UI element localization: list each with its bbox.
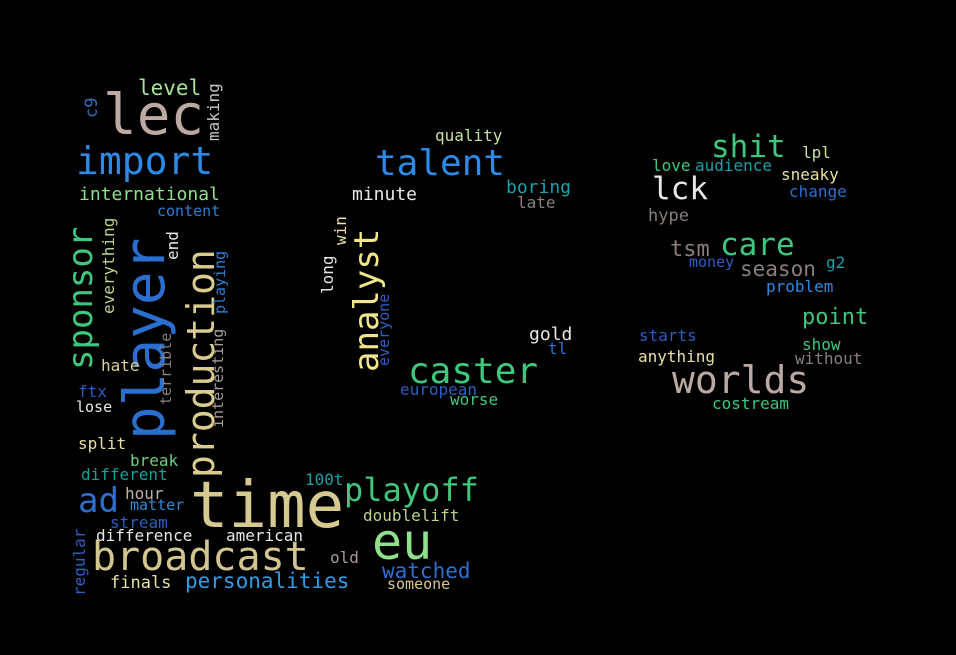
word: change (789, 182, 847, 201)
word: lck (652, 171, 708, 207)
word: terrible (157, 332, 175, 405)
word: everything (99, 217, 118, 314)
word: season (740, 257, 816, 281)
word: difference (96, 526, 193, 545)
word: different (81, 465, 168, 484)
word: anything (638, 347, 716, 366)
word: ad (78, 481, 119, 521)
word: interesting (209, 328, 227, 428)
word: gold (529, 324, 573, 345)
word: lose (76, 398, 113, 416)
word: american (226, 526, 304, 545)
word: making (204, 83, 223, 141)
word: old (330, 548, 359, 567)
word: worse (450, 390, 499, 409)
word: someone (387, 575, 451, 593)
word: end (163, 231, 182, 260)
word: love (652, 156, 691, 175)
word: hate (101, 356, 140, 375)
word: broadcast (92, 534, 309, 580)
word: everyone (375, 293, 393, 366)
word: import (76, 139, 214, 183)
word: talent (375, 143, 506, 184)
word: playoff (344, 471, 479, 509)
word: audience (695, 156, 773, 175)
word: finals (110, 573, 172, 593)
word: personalities (185, 569, 350, 593)
word: regular (70, 528, 89, 596)
word: split (78, 434, 127, 453)
word: caster (408, 351, 539, 392)
word: content (157, 202, 221, 220)
word: watched (382, 559, 471, 583)
word: playing (211, 250, 229, 314)
word: stream (110, 513, 168, 532)
word: worlds (672, 358, 810, 402)
word: hype (648, 206, 689, 226)
word: lec (103, 83, 205, 148)
word: sponsor (61, 226, 101, 370)
word: shit (711, 129, 786, 165)
word: late (517, 193, 556, 212)
word: money (689, 253, 735, 271)
word: hour (125, 484, 164, 503)
word: show (802, 335, 841, 354)
word: eu (372, 513, 433, 571)
word: without (795, 349, 863, 368)
word: c9 (82, 97, 102, 118)
word: boring (506, 177, 572, 198)
word: quality (435, 126, 503, 145)
word: sneaky (781, 165, 839, 184)
word: european (400, 380, 478, 399)
word: tl (548, 339, 568, 358)
word: doublelift (363, 506, 460, 525)
word: costream (712, 394, 790, 413)
word: problem (766, 277, 834, 296)
word: care (720, 227, 795, 263)
word: g2 (826, 253, 846, 272)
word: level (138, 76, 202, 100)
word: ftx (78, 382, 107, 401)
word: international (79, 184, 220, 205)
word: matter (130, 496, 185, 514)
word: minute (352, 184, 418, 205)
word: break (130, 451, 179, 470)
word: point (802, 305, 869, 330)
word: lpl (802, 143, 831, 162)
word: tsm (670, 237, 710, 262)
word: 100t (305, 470, 344, 489)
word: starts (639, 326, 697, 345)
word: time (190, 469, 345, 543)
word: long (318, 255, 337, 294)
